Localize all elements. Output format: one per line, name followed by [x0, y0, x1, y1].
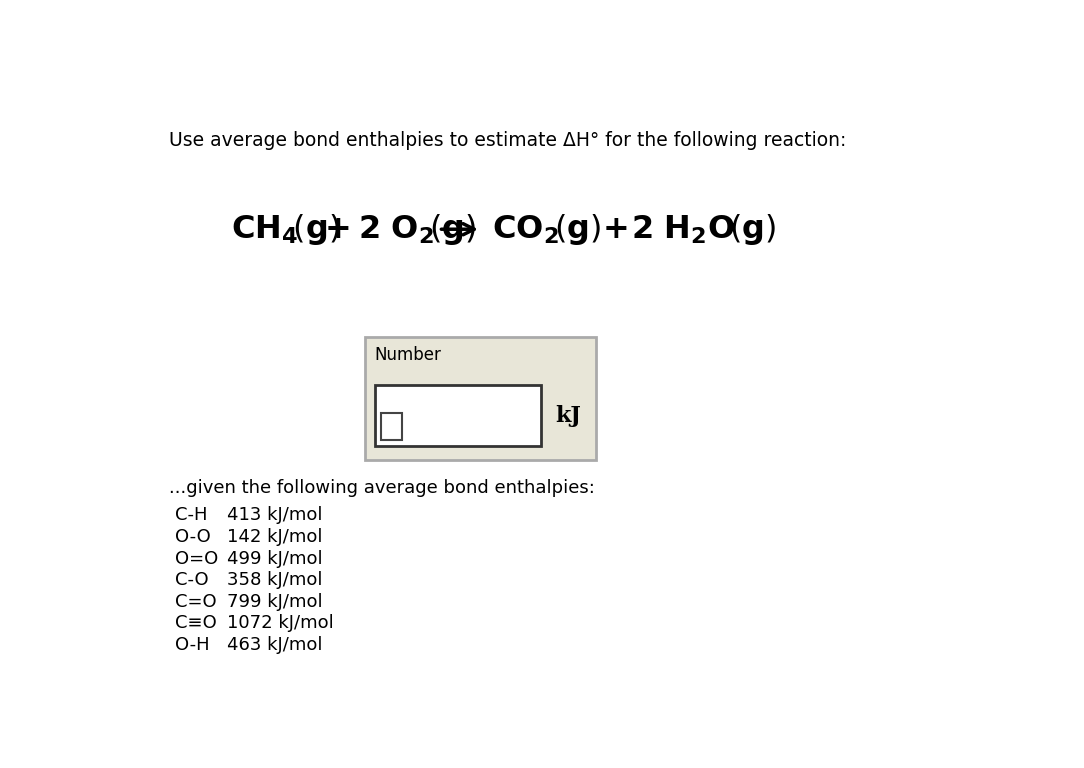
- Text: C≡O: C≡O: [176, 614, 217, 632]
- Text: +: +: [603, 214, 629, 245]
- Text: 499 kJ/mol: 499 kJ/mol: [227, 550, 322, 568]
- Text: kJ: kJ: [555, 405, 581, 426]
- Text: 413 kJ/mol: 413 kJ/mol: [227, 506, 322, 525]
- Bar: [380, 413, 402, 440]
- Text: $\mathbf{2\ H_2O\!\left(g\right)}$: $\mathbf{2\ H_2O\!\left(g\right)}$: [631, 212, 776, 247]
- Text: O=O: O=O: [176, 550, 218, 568]
- Bar: [375, 385, 541, 446]
- Text: 799 kJ/mol: 799 kJ/mol: [227, 593, 322, 611]
- Text: Use average bond enthalpies to estimate ΔH° for the following reaction:: Use average bond enthalpies to estimate …: [169, 131, 847, 150]
- Text: 463 kJ/mol: 463 kJ/mol: [227, 636, 322, 654]
- Text: Number: Number: [375, 346, 441, 364]
- Text: $\mathbf{2\ O_2\!\left(g\right)}$: $\mathbf{2\ O_2\!\left(g\right)}$: [358, 212, 476, 247]
- Text: $\mathbf{CH_4\!\left(g\right)}$: $\mathbf{CH_4\!\left(g\right)}$: [231, 212, 339, 247]
- Text: O-H: O-H: [176, 636, 210, 654]
- Text: C-H: C-H: [176, 506, 208, 525]
- Text: O-O: O-O: [176, 528, 211, 546]
- Text: ...given the following average bond enthalpies:: ...given the following average bond enth…: [169, 479, 595, 498]
- Text: C=O: C=O: [176, 593, 217, 611]
- Text: 142 kJ/mol: 142 kJ/mol: [227, 528, 322, 546]
- Text: 358 kJ/mol: 358 kJ/mol: [227, 571, 322, 589]
- Text: C-O: C-O: [176, 571, 209, 589]
- Text: +: +: [325, 214, 352, 245]
- Text: 1072 kJ/mol: 1072 kJ/mol: [227, 614, 334, 632]
- Text: $\mathbf{CO_2\!\left(g\right)}$: $\mathbf{CO_2\!\left(g\right)}$: [492, 212, 602, 247]
- Bar: [365, 337, 596, 460]
